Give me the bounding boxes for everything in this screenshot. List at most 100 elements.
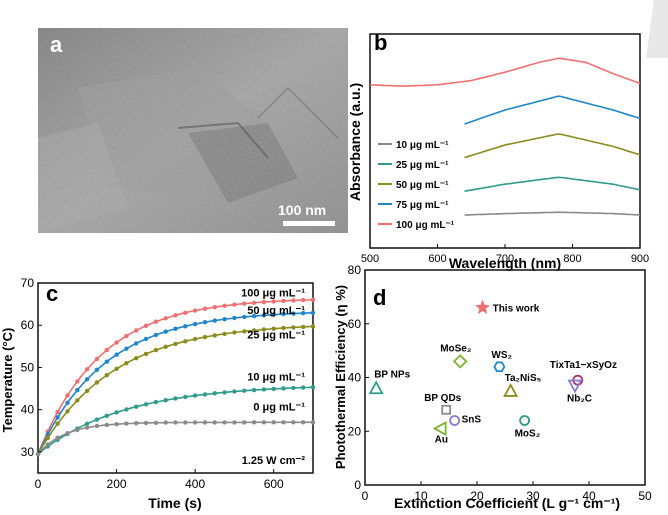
data-point [134, 356, 139, 361]
point-label: WS₂ [491, 350, 512, 361]
data-point [192, 308, 198, 313]
data-point [163, 344, 168, 349]
series-label: 10 μg mL⁻¹ [247, 372, 305, 384]
y-tick-label: 40 [21, 403, 35, 417]
data-point [281, 298, 286, 304]
x-axis-label: Extinction Coefficient (L g⁻¹ cm⁻¹) [394, 495, 620, 511]
x-tick-label: 30 [526, 489, 540, 503]
data-point [212, 420, 217, 425]
data-point [84, 388, 90, 394]
data-point [271, 299, 276, 304]
data-point [183, 339, 188, 344]
y-tick-label: 60 [348, 317, 362, 331]
data-point [212, 318, 217, 323]
data-point [114, 366, 119, 371]
legend-label: 75 μg mL⁻¹ [396, 200, 449, 211]
spectrum-line [464, 133, 641, 159]
data-point [291, 325, 296, 330]
data-point [242, 329, 247, 334]
x-tick-label: 10 [414, 489, 428, 503]
x-tick-label: 700 [496, 253, 514, 265]
data-point [301, 311, 306, 316]
marker-circle [519, 415, 531, 426]
data-point [104, 359, 110, 364]
data-point [94, 367, 100, 372]
data-point [153, 332, 159, 338]
point-label: SnS [462, 415, 482, 426]
spectra-series [369, 57, 641, 216]
data-point [104, 422, 110, 428]
y-axis-label: Absorbance (a.u.) [347, 83, 363, 201]
data-point [183, 394, 188, 400]
data-point [222, 317, 227, 322]
data-point [183, 324, 188, 329]
data-point [242, 314, 247, 320]
panel-c-label: c [46, 281, 58, 306]
data-point [222, 331, 227, 337]
y-tick-label: 50 [21, 360, 35, 374]
data-point [114, 352, 119, 357]
data-point [75, 388, 80, 393]
data-point [183, 420, 188, 425]
data-point [163, 316, 168, 321]
point-label: MoSe₂ [440, 343, 471, 354]
y-tick-label: 30 [21, 445, 35, 459]
marker-circle [449, 415, 460, 426]
data-point [271, 326, 276, 331]
data-point [124, 407, 129, 412]
marker-triangle-down [567, 379, 583, 394]
x-ticks: 500 600 700 800 900 [361, 244, 649, 265]
data-point [84, 377, 90, 382]
data-point [301, 297, 306, 303]
data-point [75, 427, 80, 433]
data-point [124, 333, 129, 339]
point-label: MoS₂ [515, 429, 541, 440]
data-point [261, 387, 267, 392]
y-tick-label: 0 [354, 478, 361, 492]
x-tick-label: 0 [35, 477, 42, 491]
data-point [251, 387, 257, 393]
legend-label: 10 μg mL⁻¹ [396, 140, 449, 151]
y-tick-label: 40 [348, 371, 362, 385]
data-point [281, 386, 286, 391]
data-point [310, 324, 316, 329]
data-point [281, 325, 286, 331]
data-point [202, 420, 208, 425]
data-point [271, 312, 276, 317]
data-point [291, 298, 296, 303]
data-point [55, 409, 60, 415]
data-point [212, 391, 217, 396]
series-labels: 100 μg mL⁻¹ 50 μg mL⁻¹ 25 μg mL⁻¹ 10 μg mL⁻… [241, 288, 305, 414]
data-point [261, 327, 267, 332]
panel-b-label: b [374, 30, 387, 55]
y-axis-label: Photothermal Efficiency (η %) [335, 285, 348, 469]
x-tick-label: 600 [264, 477, 284, 491]
data-point [124, 421, 129, 426]
data-point [261, 299, 267, 305]
data-point [173, 341, 178, 347]
y-tick-label: 60 [21, 318, 35, 332]
data-point [251, 420, 257, 425]
data-point [143, 420, 149, 426]
data-point [291, 420, 296, 425]
panel-a-label: a [50, 32, 63, 57]
data-point [281, 420, 286, 425]
data-point [242, 420, 247, 425]
data-point [202, 392, 208, 397]
plot-frame [37, 282, 314, 474]
point-label: This work [493, 304, 540, 315]
scalebar-label: 100 nm [278, 202, 327, 218]
y-tick-label: 20 [348, 424, 362, 438]
x-tick-label: 800 [563, 253, 581, 265]
data-point [192, 336, 198, 342]
marker-hexagon [493, 361, 506, 372]
axis-ticks: 0 10 20 30 40 50 0 20 40 60 80 [348, 263, 652, 503]
data-point [192, 420, 198, 425]
series-label: 0 μg mL⁻¹ [253, 402, 305, 414]
data-point [222, 420, 227, 425]
data-point [310, 385, 316, 390]
data-point [291, 385, 296, 391]
x-tick-label: 900 [631, 253, 649, 265]
point-label: TixTa1−xSyOz [550, 360, 617, 371]
data-point [153, 347, 159, 353]
